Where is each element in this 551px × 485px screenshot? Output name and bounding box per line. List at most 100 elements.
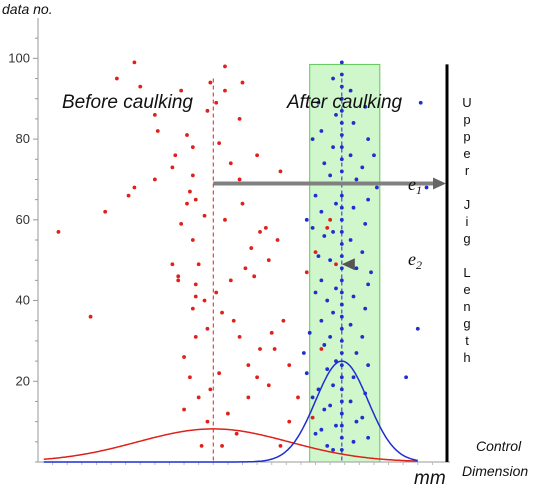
- before-caulking-point: [243, 266, 248, 271]
- after-caulking-label: After caulking: [286, 92, 403, 113]
- after-caulking-point: [424, 185, 429, 190]
- upper-jig-length-letter: p: [463, 129, 470, 144]
- after-caulking-point: [339, 96, 344, 101]
- before-caulking-point: [228, 161, 233, 166]
- after-caulking-point: [366, 363, 371, 368]
- before-caulking-point: [272, 347, 277, 351]
- before-caulking-point: [202, 298, 207, 303]
- before-caulking-point: [220, 310, 224, 315]
- before-caulking-point: [217, 141, 222, 146]
- before-caulking-point: [240, 201, 245, 206]
- before-caulking-point: [223, 64, 227, 69]
- y-tick-label: 80: [16, 131, 30, 146]
- before-caulking-point: [170, 262, 175, 267]
- upper-jig-length-letter: g: [463, 316, 470, 331]
- arrow-layer: [213, 177, 446, 271]
- before-caulking-point: [205, 419, 210, 424]
- upper-jig-length-letter: n: [463, 299, 470, 314]
- before-caulking-point: [152, 177, 157, 182]
- control-label: Control: [476, 438, 522, 454]
- before-caulking-point: [188, 375, 192, 380]
- after-caulking-point: [339, 278, 344, 283]
- e1-arrow-head: [433, 177, 446, 190]
- after-caulking-point: [360, 165, 365, 170]
- after-caulking-point: [328, 403, 333, 408]
- before-caulking-point: [255, 375, 260, 380]
- after-caulking-point: [366, 282, 371, 287]
- before-caulking-point: [287, 419, 292, 424]
- before-caulking-point: [152, 112, 157, 117]
- before-caulking-point: [258, 347, 262, 351]
- after-caulking-point: [310, 395, 315, 400]
- after-caulking-point: [331, 76, 335, 81]
- after-caulking-point: [310, 225, 315, 230]
- before-caulking-point: [237, 117, 242, 121]
- after-caulking-point: [339, 290, 344, 295]
- before-caulking-point: [185, 133, 189, 137]
- before-caulking-point: [234, 431, 239, 436]
- before-caulking-point: [199, 443, 204, 448]
- after-caulking-point: [339, 108, 344, 113]
- y-axis-label: data no.: [2, 1, 53, 17]
- after-caulking-point: [325, 443, 330, 448]
- after-caulking-point: [322, 234, 327, 238]
- before-caulking-point: [328, 217, 333, 222]
- after-caulking-point: [331, 447, 335, 452]
- after-caulking-point: [322, 407, 327, 412]
- before-caulking-point: [228, 278, 233, 283]
- axes-layer: 20 40 60 80 100: [8, 18, 450, 465]
- after-caulking-point: [351, 121, 356, 125]
- after-caulking-point: [301, 351, 306, 355]
- after-caulking-point: [339, 217, 344, 222]
- before-caulking-point: [176, 274, 181, 279]
- before-caulking-point: [185, 201, 189, 206]
- after-caulking-point: [322, 343, 327, 347]
- y-tick-label: 60: [16, 212, 30, 227]
- after-caulking-point: [313, 431, 318, 436]
- after-caulking-point: [366, 137, 371, 141]
- after-caulking-point: [319, 318, 324, 323]
- upper-jig-length-letter: U: [462, 95, 471, 110]
- after-caulking-point: [339, 339, 344, 343]
- after-caulking-point: [354, 177, 359, 182]
- after-caulking-point: [339, 266, 344, 271]
- before-caulking-point: [176, 278, 181, 283]
- before-caulking-point: [132, 60, 137, 65]
- after-caulking-point: [339, 363, 344, 368]
- before-caulking-point: [214, 100, 219, 105]
- before-caulking-point: [296, 395, 300, 400]
- after-caulking-point: [339, 121, 344, 125]
- after-caulking-point: [363, 104, 368, 109]
- before-caulking-point: [205, 108, 210, 113]
- distribution-curve: [43, 360, 418, 463]
- upper-jig-length-letter: h: [463, 350, 470, 365]
- before-caulking-point: [190, 173, 195, 178]
- after-caulking-point: [339, 399, 344, 404]
- before-caulking-point: [319, 347, 324, 351]
- after-caulking-point: [339, 411, 344, 416]
- after-caulking-point: [339, 242, 344, 246]
- distribution-curve-layer: [43, 360, 418, 463]
- after-caulking-point: [339, 302, 344, 307]
- after-caulking-point: [354, 266, 359, 271]
- before-caulking-point: [196, 262, 201, 267]
- before-caulking-point: [193, 334, 198, 339]
- after-caulking-point: [339, 326, 344, 331]
- after-caulking-point: [348, 399, 353, 404]
- after-caulking-point: [334, 201, 338, 206]
- y-tick-label: 40: [16, 293, 30, 308]
- after-caulking-point: [339, 387, 344, 392]
- upper-jig-length-letter: t: [465, 333, 469, 348]
- after-caulking-point: [319, 129, 324, 133]
- before-caulking-point: [214, 290, 219, 295]
- e2-label: e2: [408, 249, 422, 272]
- before-caulking-point: [56, 230, 61, 234]
- after-caulking-point: [319, 278, 324, 283]
- y-tick-label: 20: [16, 373, 30, 388]
- after-caulking-point: [339, 423, 344, 428]
- before-caulking-point: [255, 153, 260, 158]
- before-caulking-point: [325, 225, 330, 230]
- before-caulking-point: [193, 282, 198, 287]
- after-caulking-point: [348, 322, 353, 327]
- after-caulking-point: [348, 153, 353, 158]
